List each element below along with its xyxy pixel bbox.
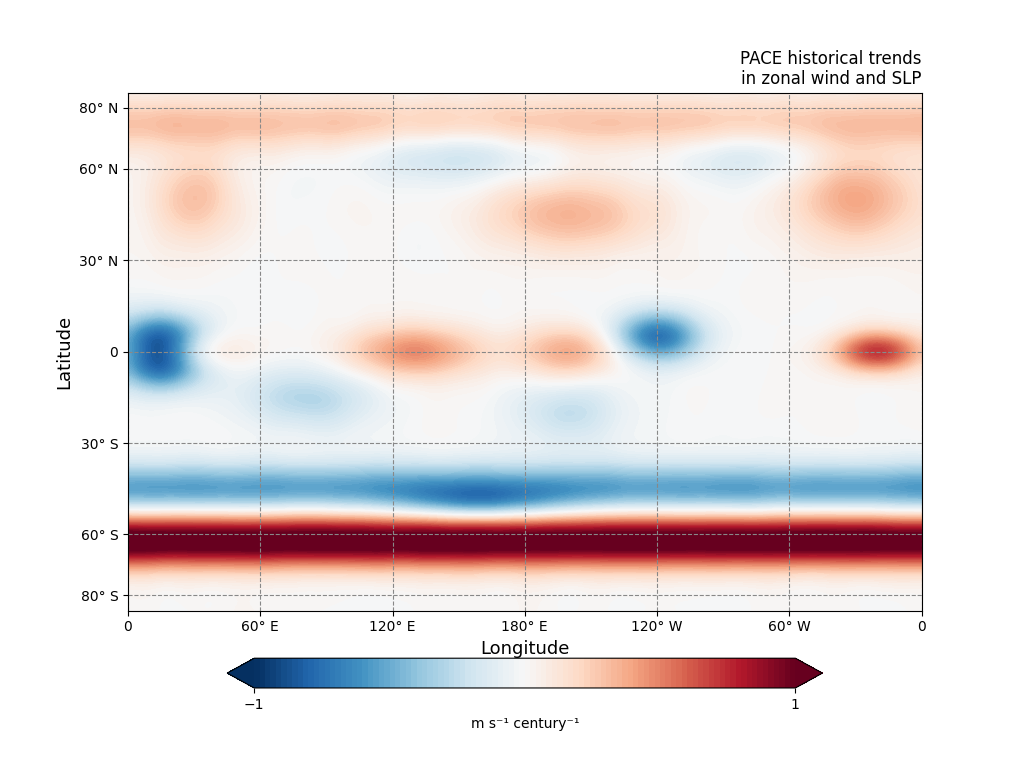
PathPatch shape	[227, 659, 254, 688]
X-axis label: m s⁻¹ century⁻¹: m s⁻¹ century⁻¹	[471, 717, 579, 731]
PathPatch shape	[796, 659, 822, 688]
Y-axis label: Latitude: Latitude	[55, 315, 74, 389]
Text: PACE historical trends
in zonal wind and SLP: PACE historical trends in zonal wind and…	[740, 49, 922, 88]
X-axis label: Longitude: Longitude	[480, 640, 569, 658]
